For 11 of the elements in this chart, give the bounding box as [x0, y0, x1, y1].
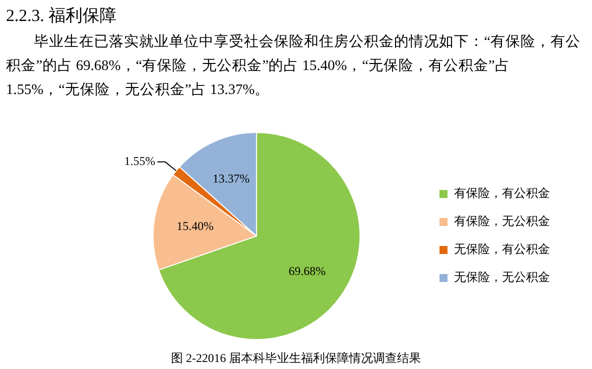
- caption: 图 2-22016 届本科毕业生福利保障情况调查结果: [170, 350, 422, 367]
- data-label: 69.68%: [288, 264, 326, 278]
- data-label: 15.40%: [176, 218, 214, 233]
- chart-title: 2.2.3. 福利保障: [6, 5, 116, 27]
- data-label: 1.55%: [124, 154, 156, 168]
- legend-label: 有保险，无公积金: [454, 214, 550, 228]
- legend-label: 有保险，有公积金: [454, 186, 550, 200]
- chart-subtitle: 毕业生在已落实就业单位中享受社会保险和住房公积金的情况如下：“有保险，有公积金”的占 69.68%，“有保险，无公积金”的占 15.40%，“无保险，有公积金”占 1.55%，“无保险，无公积金”占 13.37%。: [6, 32, 582, 100]
- data-label: 13.37%: [212, 171, 250, 186]
- legend-label: 无保险，有公积金: [454, 242, 550, 256]
- legend-label: 无保险，无公积金: [454, 270, 550, 284]
